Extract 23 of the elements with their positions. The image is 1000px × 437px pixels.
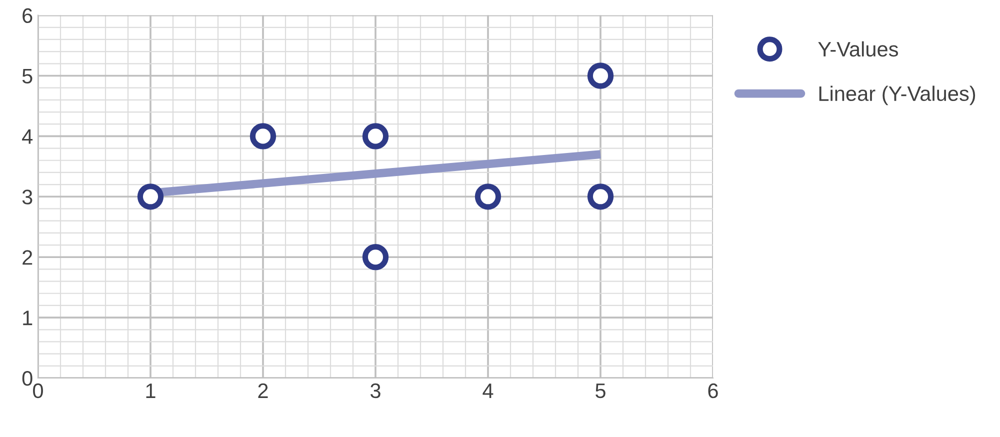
y-tick-label: 0 — [22, 371, 32, 386]
point — [362, 244, 389, 270]
point — [362, 123, 389, 150]
x-tick-label: 1 — [146, 384, 156, 398]
x-tick-label: 4 — [482, 384, 494, 398]
point — [250, 123, 276, 150]
x-tick-label: 6 — [708, 383, 718, 398]
point — [587, 62, 614, 89]
legend-label: Y-Values — [818, 41, 898, 57]
legend-label: Linear (Y-Values) — [819, 86, 976, 106]
y-tick-label: 4 — [22, 129, 33, 144]
point — [137, 184, 164, 210]
x-tick-label: 5 — [596, 384, 606, 398]
x-tick-label: 0 — [33, 383, 43, 398]
y-tick-label: 1 — [23, 310, 32, 326]
y-tick-label: 6 — [22, 8, 32, 24]
y-tick-label: 2 — [22, 250, 32, 265]
x-tick-label: 2 — [258, 383, 268, 398]
point — [474, 184, 502, 210]
x-tick-label: 3 — [370, 383, 380, 398]
y-tick-label: 3 — [22, 190, 32, 204]
y-tick-label: 5 — [22, 68, 32, 84]
point — [587, 184, 614, 210]
